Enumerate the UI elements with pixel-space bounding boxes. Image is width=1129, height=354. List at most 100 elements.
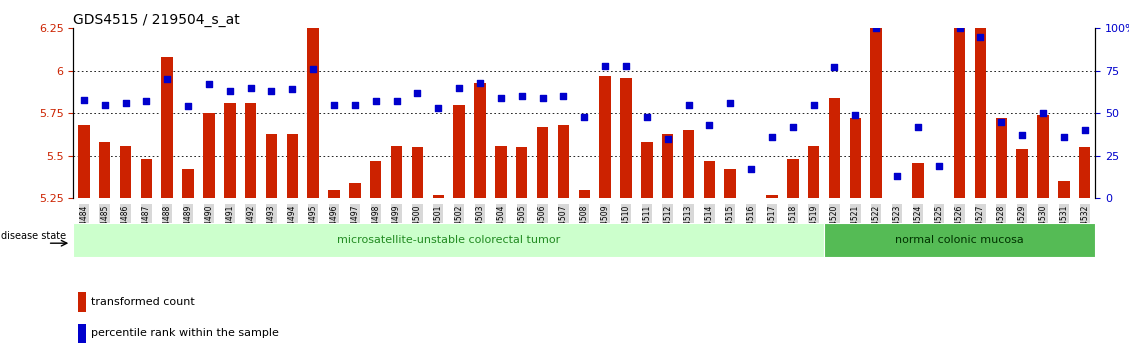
Point bbox=[1013, 132, 1031, 138]
Point bbox=[847, 112, 865, 118]
Point bbox=[367, 98, 385, 104]
Point bbox=[450, 85, 469, 91]
Text: transformed count: transformed count bbox=[91, 297, 195, 307]
Bar bbox=[683, 130, 694, 198]
Point bbox=[221, 88, 239, 94]
Bar bbox=[808, 145, 820, 198]
Bar bbox=[912, 162, 924, 198]
Bar bbox=[662, 134, 673, 198]
Bar bbox=[496, 145, 507, 198]
Text: normal colonic mucosa: normal colonic mucosa bbox=[895, 235, 1024, 245]
Bar bbox=[933, 198, 945, 207]
Point bbox=[158, 76, 176, 82]
Bar bbox=[245, 103, 256, 198]
Bar bbox=[599, 76, 611, 198]
Point bbox=[680, 102, 698, 108]
Point bbox=[345, 102, 364, 108]
Point bbox=[304, 66, 322, 72]
Bar bbox=[432, 195, 444, 198]
Point bbox=[387, 98, 405, 104]
Bar bbox=[536, 127, 549, 198]
Bar bbox=[725, 169, 736, 198]
Bar bbox=[641, 142, 653, 198]
Point bbox=[805, 102, 823, 108]
Text: GDS4515 / 219504_s_at: GDS4515 / 219504_s_at bbox=[73, 13, 240, 27]
Bar bbox=[1016, 149, 1027, 198]
Point bbox=[721, 100, 739, 106]
Bar bbox=[287, 134, 298, 198]
Bar bbox=[829, 98, 840, 198]
Point bbox=[658, 136, 676, 142]
Bar bbox=[391, 145, 402, 198]
Text: disease state: disease state bbox=[1, 232, 67, 241]
Bar bbox=[767, 195, 778, 198]
Point bbox=[75, 97, 93, 103]
Bar bbox=[224, 103, 236, 198]
Point bbox=[596, 63, 614, 69]
Bar bbox=[850, 118, 861, 198]
Bar bbox=[78, 125, 89, 198]
Bar bbox=[1038, 115, 1049, 198]
Point bbox=[951, 25, 969, 31]
Point bbox=[534, 95, 552, 101]
Bar bbox=[516, 147, 527, 198]
Point bbox=[554, 93, 572, 99]
Point bbox=[116, 100, 134, 106]
Point bbox=[429, 105, 447, 111]
Bar bbox=[1079, 147, 1091, 198]
Point bbox=[242, 85, 260, 91]
Bar bbox=[99, 142, 111, 198]
Bar bbox=[203, 113, 215, 198]
Point bbox=[929, 163, 947, 169]
Point bbox=[742, 166, 760, 172]
Text: microsatellite-unstable colorectal tumor: microsatellite-unstable colorectal tumor bbox=[338, 235, 560, 245]
Point bbox=[492, 95, 510, 101]
Bar bbox=[454, 105, 465, 198]
Bar bbox=[870, 25, 882, 198]
Bar bbox=[474, 83, 485, 198]
Bar bbox=[120, 145, 131, 198]
Bar bbox=[824, 223, 1095, 257]
Bar bbox=[620, 78, 632, 198]
Point bbox=[471, 80, 489, 86]
Point bbox=[409, 90, 427, 96]
Bar bbox=[578, 190, 590, 198]
Bar bbox=[954, 25, 965, 198]
Point bbox=[763, 134, 781, 140]
Point bbox=[638, 114, 656, 120]
Point bbox=[180, 104, 198, 109]
Bar bbox=[787, 159, 798, 198]
Point bbox=[867, 25, 885, 31]
Bar bbox=[349, 183, 360, 198]
Point bbox=[262, 88, 280, 94]
Bar bbox=[745, 198, 756, 210]
Point bbox=[283, 87, 301, 92]
Bar bbox=[141, 159, 152, 198]
Bar bbox=[307, 25, 318, 198]
Point bbox=[325, 102, 343, 108]
Point bbox=[889, 173, 907, 179]
Bar bbox=[974, 25, 986, 198]
Point bbox=[825, 64, 843, 70]
Point bbox=[700, 122, 718, 128]
Bar bbox=[161, 57, 173, 198]
Point bbox=[200, 81, 218, 87]
Bar bbox=[78, 292, 86, 312]
Point bbox=[1034, 110, 1052, 116]
Bar bbox=[891, 198, 903, 217]
Bar bbox=[78, 324, 86, 343]
Bar bbox=[1058, 181, 1069, 198]
Point bbox=[513, 93, 531, 99]
Bar bbox=[329, 190, 340, 198]
Bar bbox=[703, 161, 715, 198]
Point bbox=[575, 114, 594, 120]
Point bbox=[992, 119, 1010, 125]
Bar bbox=[370, 161, 382, 198]
Bar bbox=[183, 169, 194, 198]
Text: percentile rank within the sample: percentile rank within the sample bbox=[91, 329, 279, 338]
Bar bbox=[412, 147, 423, 198]
Bar bbox=[265, 134, 278, 198]
Point bbox=[909, 124, 927, 130]
Point bbox=[1076, 127, 1094, 133]
Point bbox=[971, 34, 989, 40]
